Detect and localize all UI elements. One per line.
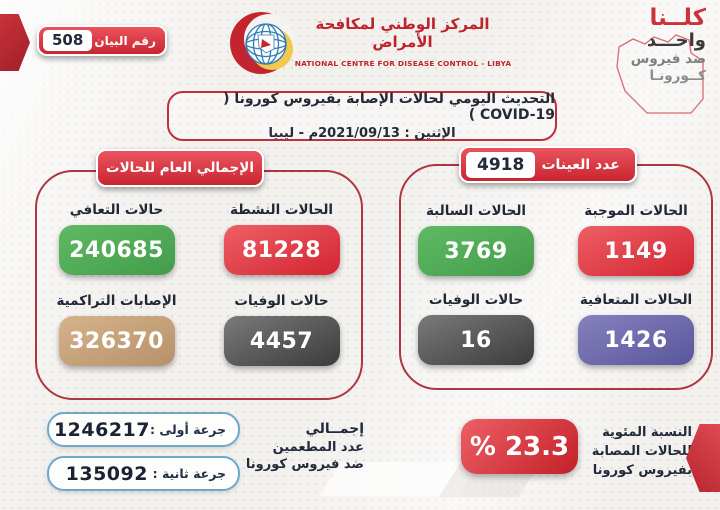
report-date: الإثنين : 2021/09/13م - ليبيا (268, 126, 456, 141)
stat-value-box: 3769 (418, 226, 534, 276)
daily-negative-cell: الحالات السالبة 3769 (407, 203, 545, 276)
stat-label: حالات الوفيات (234, 293, 329, 309)
statement-value: 508 (43, 30, 93, 51)
daily-deaths-cell: حالات الوفيات 16 (407, 292, 545, 365)
vaccination-total-line-3: ضد فيروس كورونا (245, 457, 364, 473)
stat-value-box: 1426 (578, 315, 694, 365)
total-recovered-cell: حالات التعافي 240685 (45, 202, 188, 275)
slogan-line-4: كــورونـا (649, 68, 706, 85)
report-title: التحديث اليومي لحالات الإصابة بفيروس كور… (223, 91, 555, 123)
total-active-cell: الحالات النشطة 81228 (210, 202, 353, 275)
org-name-english: NATIONAL CENTRE FOR DISEASE CONTROL - LI… (294, 59, 512, 68)
first-dose-value: 1246217 (53, 418, 150, 441)
totals-title-pill: الإجمالي العام للحالات (96, 149, 264, 187)
totals-stats-grid: الحالات النشطة 81228 حالات التعافي 24068… (45, 202, 353, 366)
second-dose-label: جرعة ثانية : (152, 466, 226, 481)
libya-map-outline-icon (616, 34, 704, 114)
samples-value: 4918 (466, 151, 536, 178)
stat-label: الحالات الموجبة (584, 203, 688, 219)
stat-value-box: 4457 (223, 316, 340, 366)
statement-label: رقم البيان (94, 33, 156, 48)
daily-positive-cell: الحالات الموجبة 1149 (567, 203, 705, 276)
stat-value-box: 1149 (578, 226, 694, 276)
stat-value-box: 240685 (58, 225, 175, 275)
vaccination-total-label: إجمــالي عدد المطعمين ضد فيروس كورونا (240, 420, 364, 474)
slogan-line-1: كلــنا (649, 5, 706, 31)
stat-label: الحالات النشطة (229, 202, 334, 218)
stat-value-box: 81228 (223, 225, 340, 275)
positivity-rate-line-2: للحالات المصابة (591, 443, 692, 459)
daily-recovered-cell: الحالات المتعافية 1426 (567, 292, 705, 365)
vaccination-total-line-2: عدد المطعمين (272, 439, 364, 455)
first-dose-box: جرعة أولى : 1246217 (47, 412, 240, 447)
slogan-line-2: واحـــد (646, 30, 706, 52)
ncdc-crescent-globe-logo-icon (230, 12, 294, 74)
org-name-arabic: المركز الوطني لمكافحة الأمراض (315, 15, 490, 51)
slogan-line-3: ضد فيروس (630, 51, 706, 68)
positivity-rate-label: النسبة المئوية للحالات المصابة بفيروس كو… (584, 424, 692, 481)
stat-label: الحالات السالبة (425, 203, 527, 219)
totals-title: الإجمالي العام للحالات (106, 160, 254, 176)
daily-stats-grid: الحالات الموجبة 1149 الحالات السالبة 376… (407, 203, 705, 365)
statement-number-pill: رقم البيان 508 (37, 25, 167, 56)
stat-label: حالات الوفيات (428, 292, 524, 308)
campaign-slogan: كلــنا واحـــد ضد فيروس كــورونـا (610, 5, 706, 114)
total-deaths-cell: حالات الوفيات 4457 (210, 293, 353, 366)
report-title-box: التحديث اليومي لحالات الإصابة بفيروس كور… (167, 91, 557, 141)
second-dose-value: 135092 (65, 462, 148, 485)
total-cumulative-cell: الإصابات التراكمية 326370 (45, 293, 188, 366)
stat-label: الحالات المتعافية (579, 292, 693, 308)
positivity-rate-line-1: النسبة المئوية (602, 425, 692, 440)
second-dose-box: جرعة ثانية : 135092 (47, 456, 240, 491)
stat-value-box: 16 (418, 315, 534, 365)
first-dose-label: جرعة أولى : (149, 422, 226, 437)
vaccination-total-line-1: إجمــالي (305, 421, 364, 437)
samples-pill: عدد العينات 4918 (459, 146, 637, 183)
positivity-rate-line-3: بفيروس كورونا (592, 462, 692, 478)
positivity-rate-box: % 23.3 (461, 419, 578, 474)
stat-label: حالات التعافي (69, 202, 164, 218)
stat-value-box: 326370 (58, 316, 175, 366)
samples-label: عدد العينات (541, 156, 620, 173)
stat-label: الإصابات التراكمية (56, 293, 177, 309)
